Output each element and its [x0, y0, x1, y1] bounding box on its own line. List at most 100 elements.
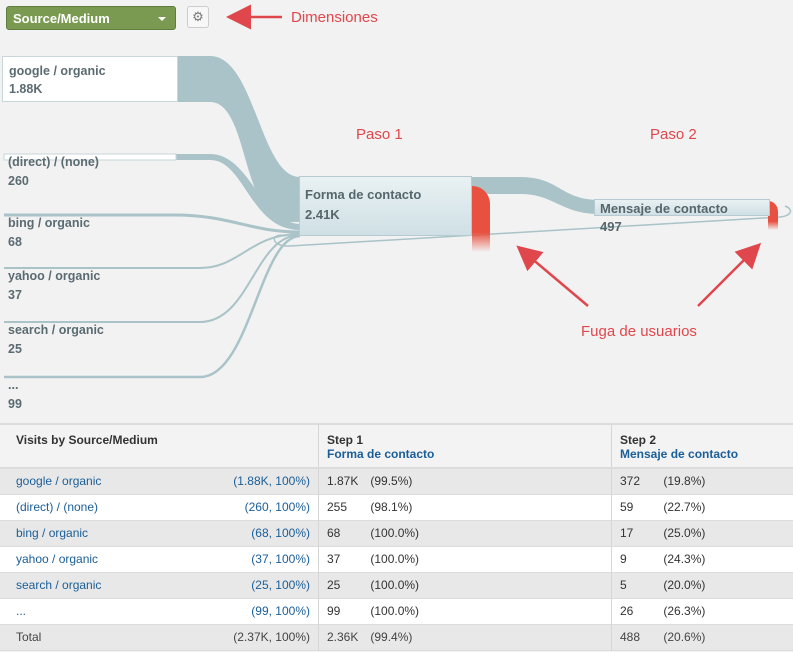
step1-count: 255	[327, 500, 348, 514]
source-node-value: 1.88K	[9, 82, 43, 96]
row-source-link[interactable]: yahoo / organic	[16, 552, 99, 566]
step2-pct: (26.3%)	[663, 604, 706, 618]
step1-pct: (100.0%)	[370, 604, 420, 618]
row-step1: 1.87K (99.5%)	[318, 468, 612, 494]
source-node-bing[interactable]: bing / organic 68	[8, 214, 90, 252]
source-node-other[interactable]: ... 99	[8, 376, 22, 414]
source-node-value: 68	[8, 235, 22, 249]
source-node-search[interactable]: search / organic 25	[8, 321, 104, 359]
table-row: yahoo / organic (37, 100%) 37 (100.0%) 9…	[0, 546, 793, 572]
funnel-flow-visualization: Source/Medium ⚙ Dimensiones Paso 1 Paso …	[2, 4, 792, 414]
step1-pct: (99.4%)	[370, 630, 413, 644]
row-source-link[interactable]: google / organic	[16, 474, 102, 489]
row-step1: 68 (100.0%)	[318, 520, 612, 546]
step-node-label: Forma de contacto	[305, 187, 422, 202]
step1-count: 1.87K	[327, 474, 359, 489]
row-step1: 37 (100.0%)	[318, 546, 612, 572]
step2-count: 59	[620, 500, 634, 514]
row-step1: 25 (100.0%)	[318, 572, 612, 598]
annotation-dropoff: Fuga de usuarios	[581, 323, 697, 340]
step1-pct: (100.0%)	[370, 578, 420, 592]
table-row: (direct) / (none) (260, 100%) 255 (98.1%…	[0, 494, 793, 520]
step2-node[interactable]: Mensaje de contacto 497	[594, 199, 770, 234]
step2-count: 372	[620, 474, 641, 489]
source-node-value: 99	[8, 397, 22, 411]
row-step2: 372 (19.8%)	[612, 468, 793, 494]
step2-count: 9	[620, 552, 627, 566]
source-node-value: 25	[8, 342, 22, 356]
row-source-link[interactable]: ...	[16, 604, 27, 618]
row-total: (37, 100%)	[194, 546, 319, 572]
funnel-table: Visits by Source/Medium Step 1 Forma de …	[0, 423, 793, 651]
step1-count: 37	[327, 552, 341, 566]
step1-count: 25	[327, 578, 341, 592]
row-step1: 2.36K (99.4%)	[318, 624, 612, 650]
source-node-label: (direct) / (none)	[8, 155, 99, 169]
row-source-link[interactable]: (direct) / (none)	[16, 500, 99, 514]
row-step2: 17 (25.0%)	[612, 520, 793, 546]
table-total-row: Total (2.37K, 100%) 2.36K (99.4%) 488 (2…	[0, 624, 793, 650]
header-source: Visits by Source/Medium	[16, 433, 158, 447]
step2-count: 5	[620, 578, 627, 592]
dimension-dropdown[interactable]: Source/Medium	[6, 6, 176, 30]
row-total: (260, 100%)	[194, 494, 319, 520]
flow-paths	[3, 4, 792, 379]
header-step2-link[interactable]: Mensaje de contacto	[620, 447, 739, 461]
source-node-label: ...	[8, 378, 19, 392]
step2-pct: (19.8%)	[663, 474, 706, 489]
step-node-value: 2.41K	[305, 207, 340, 222]
header-step1: Step 1 Forma de contacto	[318, 424, 612, 468]
source-node-value: 37	[8, 288, 22, 302]
header-step2-title: Step 2	[620, 433, 657, 447]
step1-pct: (100.0%)	[370, 552, 420, 566]
header-step1-link[interactable]: Forma de contacto	[327, 447, 435, 461]
step1-count: 68	[327, 526, 341, 540]
step2-count: 26	[620, 604, 634, 618]
step1-pct: (98.1%)	[370, 500, 413, 514]
source-node-google[interactable]: google / organic 1.88K	[2, 56, 178, 102]
source-node-label: google / organic	[9, 64, 106, 78]
row-total: (68, 100%)	[194, 520, 319, 546]
step1-pct: (100.0%)	[370, 526, 420, 540]
total-label: Total	[16, 630, 42, 644]
source-node-yahoo[interactable]: yahoo / organic 37	[8, 267, 100, 305]
step2-pct: (20.0%)	[663, 578, 706, 592]
step2-pct: (24.3%)	[663, 552, 706, 566]
step2-count: 488	[620, 630, 641, 644]
source-node-label: search / organic	[8, 323, 104, 337]
gear-icon: ⚙	[192, 9, 204, 24]
table-row: google / organic (1.88K, 100%) 1.87K (99…	[0, 468, 793, 494]
header-step1-title: Step 1	[327, 433, 364, 447]
table-row: search / organic (25, 100%) 25 (100.0%) …	[0, 572, 793, 598]
table-row: ... (99, 100%) 99 (100.0%) 26 (26.3%)	[0, 598, 793, 624]
step2-pct: (25.0%)	[663, 526, 706, 540]
source-node-label: yahoo / organic	[8, 269, 101, 283]
step1-count: 99	[327, 604, 341, 618]
row-step2: 488 (20.6%)	[612, 624, 793, 650]
row-total: (2.37K, 100%)	[194, 624, 319, 650]
row-total: (99, 100%)	[194, 598, 319, 624]
source-node-label: bing / organic	[8, 216, 90, 230]
dimension-dropdown-label: Source/Medium	[13, 11, 110, 26]
settings-button[interactable]: ⚙	[187, 6, 209, 28]
source-node-direct[interactable]: (direct) / (none) 260	[8, 153, 99, 191]
chevron-down-icon	[158, 17, 166, 21]
source-node-value: 260	[8, 174, 29, 188]
row-step1: 255 (98.1%)	[318, 494, 612, 520]
step-node-label: Mensaje de contacto	[600, 201, 728, 216]
annotation-step2: Paso 2	[650, 126, 697, 143]
annotation-step1: Paso 1	[356, 126, 403, 143]
row-total: (1.88K, 100%)	[194, 468, 319, 494]
step1-pct: (99.5%)	[370, 474, 413, 489]
table-row: bing / organic (68, 100%) 68 (100.0%) 17…	[0, 520, 793, 546]
row-step2: 9 (24.3%)	[612, 546, 793, 572]
row-source-link[interactable]: search / organic	[16, 578, 102, 592]
row-total: (25, 100%)	[194, 572, 319, 598]
step2-pct: (22.7%)	[663, 500, 706, 514]
row-step2: 5 (20.0%)	[612, 572, 793, 598]
row-step1: 99 (100.0%)	[318, 598, 612, 624]
step1-node[interactable]: Forma de contacto 2.41K	[299, 176, 472, 236]
step1-count: 2.36K	[327, 630, 359, 644]
row-source-link[interactable]: bing / organic	[16, 526, 89, 540]
annotation-dimensions: Dimensiones	[291, 9, 378, 26]
